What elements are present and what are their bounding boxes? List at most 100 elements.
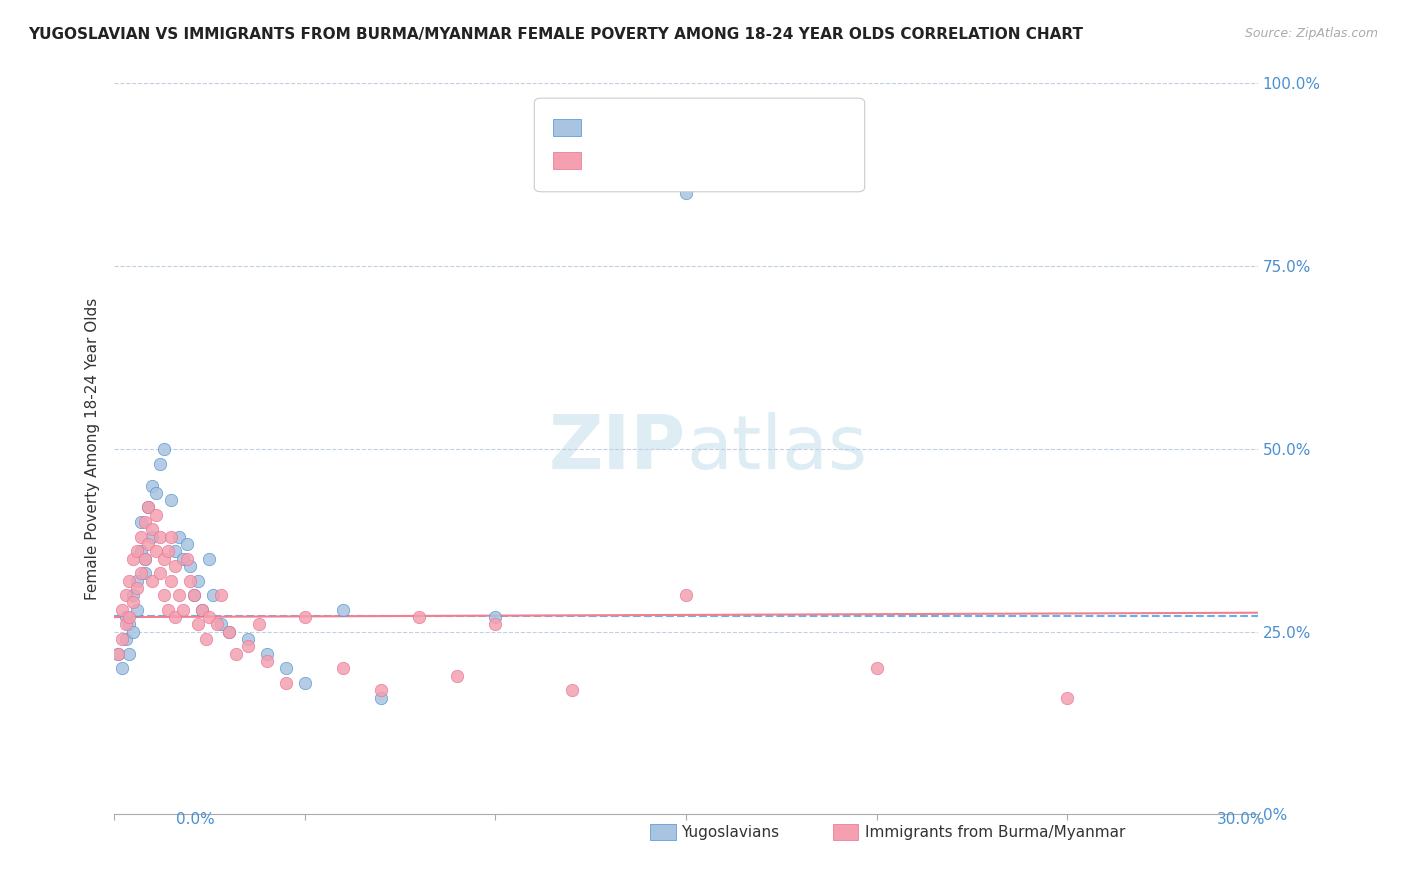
Point: [167, 530, 190, 544]
Point: [176, 537, 198, 551]
Point: [138, 500, 160, 515]
Point: [675, 588, 697, 602]
Point: [218, 624, 240, 639]
Point: [218, 624, 240, 639]
Point: [114, 617, 136, 632]
Point: [172, 603, 194, 617]
Point: [294, 610, 316, 624]
Point: [125, 581, 148, 595]
Point: [152, 551, 174, 566]
Point: [332, 603, 354, 617]
Point: [1056, 690, 1078, 705]
Point: [194, 632, 217, 646]
Point: [156, 544, 179, 558]
Point: [165, 544, 187, 558]
Point: [129, 544, 152, 558]
Point: [370, 690, 392, 705]
Point: [141, 530, 163, 544]
Point: [167, 588, 190, 602]
Point: [865, 661, 887, 675]
Point: [675, 186, 697, 200]
Text: N =: N =: [696, 152, 730, 166]
Text: 41: 41: [731, 120, 752, 134]
Point: [165, 558, 187, 573]
Point: [274, 661, 297, 675]
Point: [107, 647, 129, 661]
Point: [118, 610, 141, 624]
Point: [149, 530, 172, 544]
Point: [156, 603, 179, 617]
Point: [152, 588, 174, 602]
Point: [129, 566, 152, 581]
Point: [129, 530, 152, 544]
Point: [111, 632, 134, 646]
Point: [160, 493, 183, 508]
Text: N =: N =: [696, 120, 730, 134]
Point: [370, 683, 392, 698]
Point: [165, 610, 187, 624]
Point: [274, 676, 297, 690]
Point: [141, 478, 163, 492]
Point: [191, 603, 214, 617]
Point: [114, 632, 136, 646]
Point: [191, 603, 214, 617]
Point: [236, 632, 259, 646]
Point: [484, 610, 506, 624]
Point: [160, 530, 183, 544]
Point: [118, 617, 141, 632]
Point: [202, 588, 225, 602]
Text: 58: 58: [731, 152, 752, 166]
Point: [141, 574, 163, 588]
Point: [152, 442, 174, 456]
Point: [256, 647, 278, 661]
Point: [198, 610, 221, 624]
Point: [122, 588, 145, 602]
Point: [125, 544, 148, 558]
Point: [205, 617, 228, 632]
Point: [122, 624, 145, 639]
Point: [114, 588, 136, 602]
Text: Immigrants from Burma/Myanmar: Immigrants from Burma/Myanmar: [865, 825, 1126, 839]
Point: [179, 558, 201, 573]
Point: [484, 617, 506, 632]
Point: [129, 515, 152, 529]
Point: [141, 522, 163, 536]
Point: [160, 574, 183, 588]
Text: Yugoslavians: Yugoslavians: [681, 825, 779, 839]
Point: [446, 668, 468, 682]
Text: atlas: atlas: [686, 412, 868, 485]
Text: Source: ZipAtlas.com: Source: ZipAtlas.com: [1244, 27, 1378, 40]
Point: [183, 588, 205, 602]
Point: [138, 537, 160, 551]
Point: [138, 500, 160, 515]
Point: [111, 603, 134, 617]
Point: [187, 574, 209, 588]
Point: [114, 610, 136, 624]
Y-axis label: Female Poverty Among 18-24 Year Olds: Female Poverty Among 18-24 Year Olds: [86, 298, 100, 600]
Point: [149, 457, 172, 471]
Text: 30.0%: 30.0%: [1218, 812, 1265, 827]
Point: [122, 551, 145, 566]
Text: R =: R =: [588, 120, 621, 134]
Point: [179, 574, 201, 588]
Point: [125, 603, 148, 617]
Point: [187, 617, 209, 632]
Point: [118, 574, 141, 588]
Text: 0.016: 0.016: [626, 152, 679, 166]
Point: [176, 551, 198, 566]
Point: [134, 566, 156, 581]
Point: [332, 661, 354, 675]
Point: [294, 676, 316, 690]
Point: [236, 640, 259, 654]
Point: [172, 551, 194, 566]
Point: [209, 617, 232, 632]
Point: [225, 647, 247, 661]
Text: -0.000: -0.000: [626, 120, 681, 134]
Point: [145, 544, 167, 558]
Point: [209, 588, 232, 602]
Point: [125, 574, 148, 588]
Text: 0.0%: 0.0%: [176, 812, 215, 827]
Point: [134, 551, 156, 566]
Point: [145, 485, 167, 500]
Point: [256, 654, 278, 668]
